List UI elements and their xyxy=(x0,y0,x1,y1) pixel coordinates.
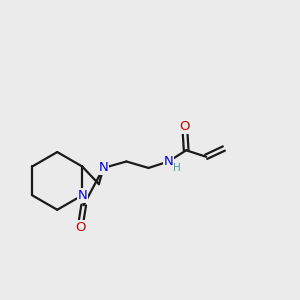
Text: N: N xyxy=(164,155,173,168)
Text: N: N xyxy=(77,189,87,202)
Text: O: O xyxy=(179,120,190,133)
Text: N: N xyxy=(99,161,108,175)
Text: H: H xyxy=(173,163,181,173)
Text: O: O xyxy=(75,220,86,234)
